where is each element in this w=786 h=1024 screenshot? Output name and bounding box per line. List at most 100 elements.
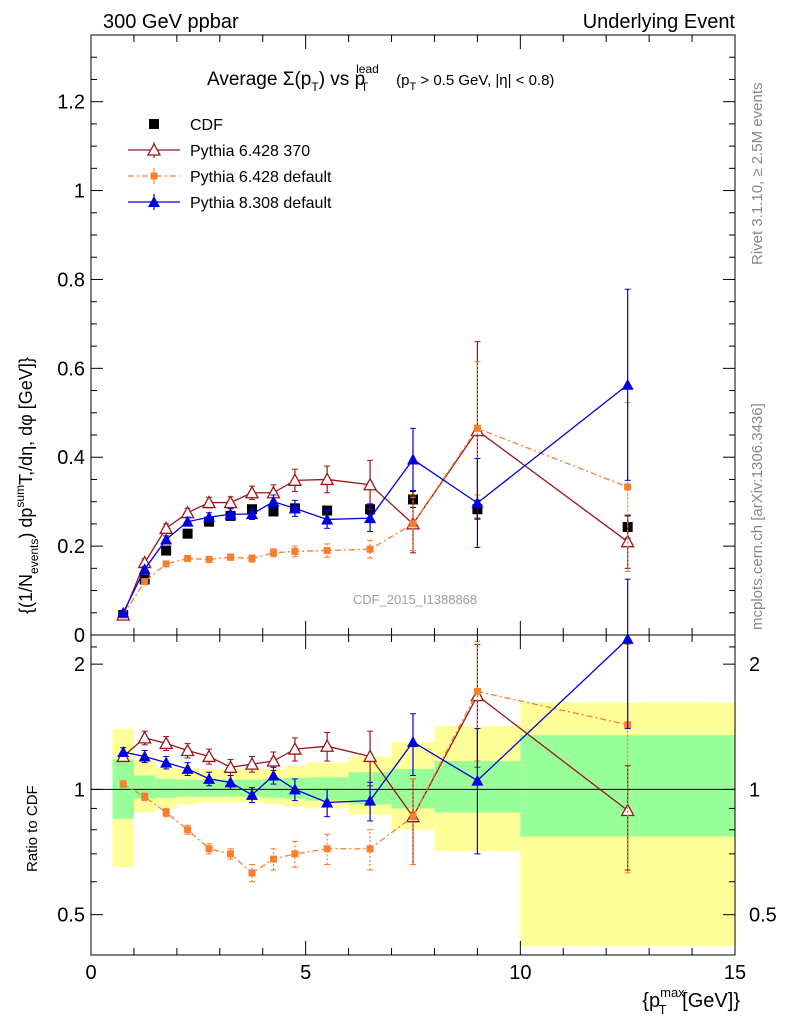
pythia-6-428-370-point [362,749,378,763]
stat-uncertainty-band [176,779,199,797]
pythia-8-308-default-point [117,606,130,618]
mcplots-label: mcplots.cern.ch [arXiv:1306.3436] [749,403,766,630]
pythia-6-428-default-point [162,809,170,817]
x-tick-label: 5 [300,962,311,984]
main-panel: 0 0.2 0.4 0.6 0.8 1 1.2 Average Σ(pT) vs plead… [13,34,736,647]
stat-uncertainty-band [155,778,177,798]
ratio-y-label: Ratio to CDF [24,785,41,872]
main-y-tick-label: 1.2 [57,92,85,114]
pythia-6-428-default-point [291,547,299,555]
pythia-6-428-370-point [159,736,174,750]
pythia-6-428-default-point [162,560,170,568]
ratio-panel: 0.5 0.5 1 1 2 2 0 5 10 15 Ratio to CDF {pmax T [G… [24,578,777,1017]
pythia-6-428-default-point [141,578,149,586]
x-tick-label: 15 [724,962,746,984]
rivet-label: Rivet 3.1.10, ≥ 2.5M events [749,83,766,266]
pythia-6-428-370-point [244,756,260,770]
pythia-8-308-default-point [621,378,634,390]
pythia-6-428-default-point [269,855,277,863]
ratio-y-ticks: 0.5 0.5 1 1 2 2 [57,646,777,927]
pythia-6-428-default-point [119,780,127,788]
pythia-8-308-default-point [364,794,377,806]
pythia-6-428-default-point [291,850,299,858]
pythia-6-428-370-point [244,485,260,499]
pythia-6-428-default-point [227,850,235,858]
ratio-y-tick-label-left: 0.5 [57,905,85,927]
pythia-6-428-default-line [122,690,628,874]
pythia-6-428-370-point [137,730,152,744]
pythia-8-308-default-point [471,497,484,508]
pythia-8-308-default-point [288,783,301,795]
pythia-6-428-370-point [159,520,174,534]
pythia-6-428-default-point [366,845,374,853]
pythia-6-428-default-point [269,549,277,557]
main-x-ticks [90,35,736,635]
pythia-8-308-default-point [181,762,194,774]
analysis-watermark: CDF_2015_I1388868 [353,592,477,607]
pythia-6-428-default-point [409,520,417,528]
pythia-6-428-default-point [409,813,417,821]
main-y-ticks: 0 0.2 0.4 0.6 0.8 1 1.2 [57,56,735,647]
pythia-6-428-default-point [366,545,374,553]
ratio-uncertainty-bands [112,702,735,947]
main-y-tick-label: 0.2 [57,536,85,558]
stat-uncertainty-band [262,778,285,798]
ratio-y-tick-label-left: 1 [74,779,85,801]
legend-pythia-6-428-370-marker [146,142,162,156]
pythia-6-428-default-point [473,687,481,695]
main-y-tick-label: 0 [74,625,85,647]
pythia-6-428-370-point [362,477,378,491]
header-right: Underlying Event [583,11,736,33]
pythia-8-308-default-point [407,453,419,465]
ratio-x-ticks: 0 5 10 15 [85,635,746,984]
pythia-8-308-default-point [117,745,130,757]
pythia-8-308-default-point [288,502,301,514]
pythia-6-428-370-point [287,472,303,486]
ratio-y-tick-label-left: 2 [74,654,85,676]
header-left: 300 GeV ppbar [103,11,239,33]
pythia-6-428-370-point [266,753,281,767]
cdf-point [161,545,172,556]
x-tick-label: 10 [509,962,531,984]
pythia-6-428-370-point [223,495,238,509]
pythia-8-308-default-line [122,384,629,614]
legend-cdf-label: CDF [190,117,223,134]
ratio-y-tick-label-right: 0.5 [749,905,777,927]
stat-uncertainty-band [198,779,220,797]
main-marks [116,288,635,621]
pythia-6-428-370-point [287,741,303,755]
pythia-6-428-default-point [184,555,192,563]
legend-pythia-6-428-370-label: Pythia 6.428 370 [190,143,310,160]
pythia-8-308-default-point [224,776,237,788]
main-y-label: {(1/Nevents) dpsumT,/dη, dφ [GeV]} [13,357,41,614]
pythia-6-428-default-point [248,555,256,563]
pythia-6-428-370-point [223,759,238,773]
pythia-6-428-370-point [180,743,195,757]
pythia-8-308-default-point [321,796,334,808]
pythia-8-308-default-point [364,512,377,524]
pythia-6-428-370-point [320,472,335,486]
pythia-6-428-default-point [624,483,632,491]
cdf-point [182,528,193,539]
pythia-6-428-370-point [201,495,217,509]
pythia-6-428-default-line [122,427,628,616]
ratio-y-tick-label-right: 1 [749,779,760,801]
legend-pythia-6-428-default-label: Pythia 6.428 default [190,169,332,186]
legend-cdf-marker [149,119,159,129]
pythia-8-308-default-point [203,772,216,784]
main-y-tick-label: 0.4 [57,447,85,469]
x-axis-label: {pmax T [GeV]} [642,985,740,1017]
stat-uncertainty-band [305,777,349,801]
pythia-8-308-default-point [138,750,151,762]
pythia-8-308-default-point [181,515,194,527]
pythia-6-428-default-point [473,424,481,432]
pythia-6-428-default-point [227,553,235,561]
ratio-marks [116,578,635,883]
main-y-tick-label: 0.6 [57,358,85,380]
pythia-8-308-default-point [246,508,258,520]
cdf-point [268,506,279,517]
pythia-6-428-default-point [248,869,256,877]
pythia-6-428-default-point [184,826,192,834]
pythia-8-308-default-point [224,508,237,520]
